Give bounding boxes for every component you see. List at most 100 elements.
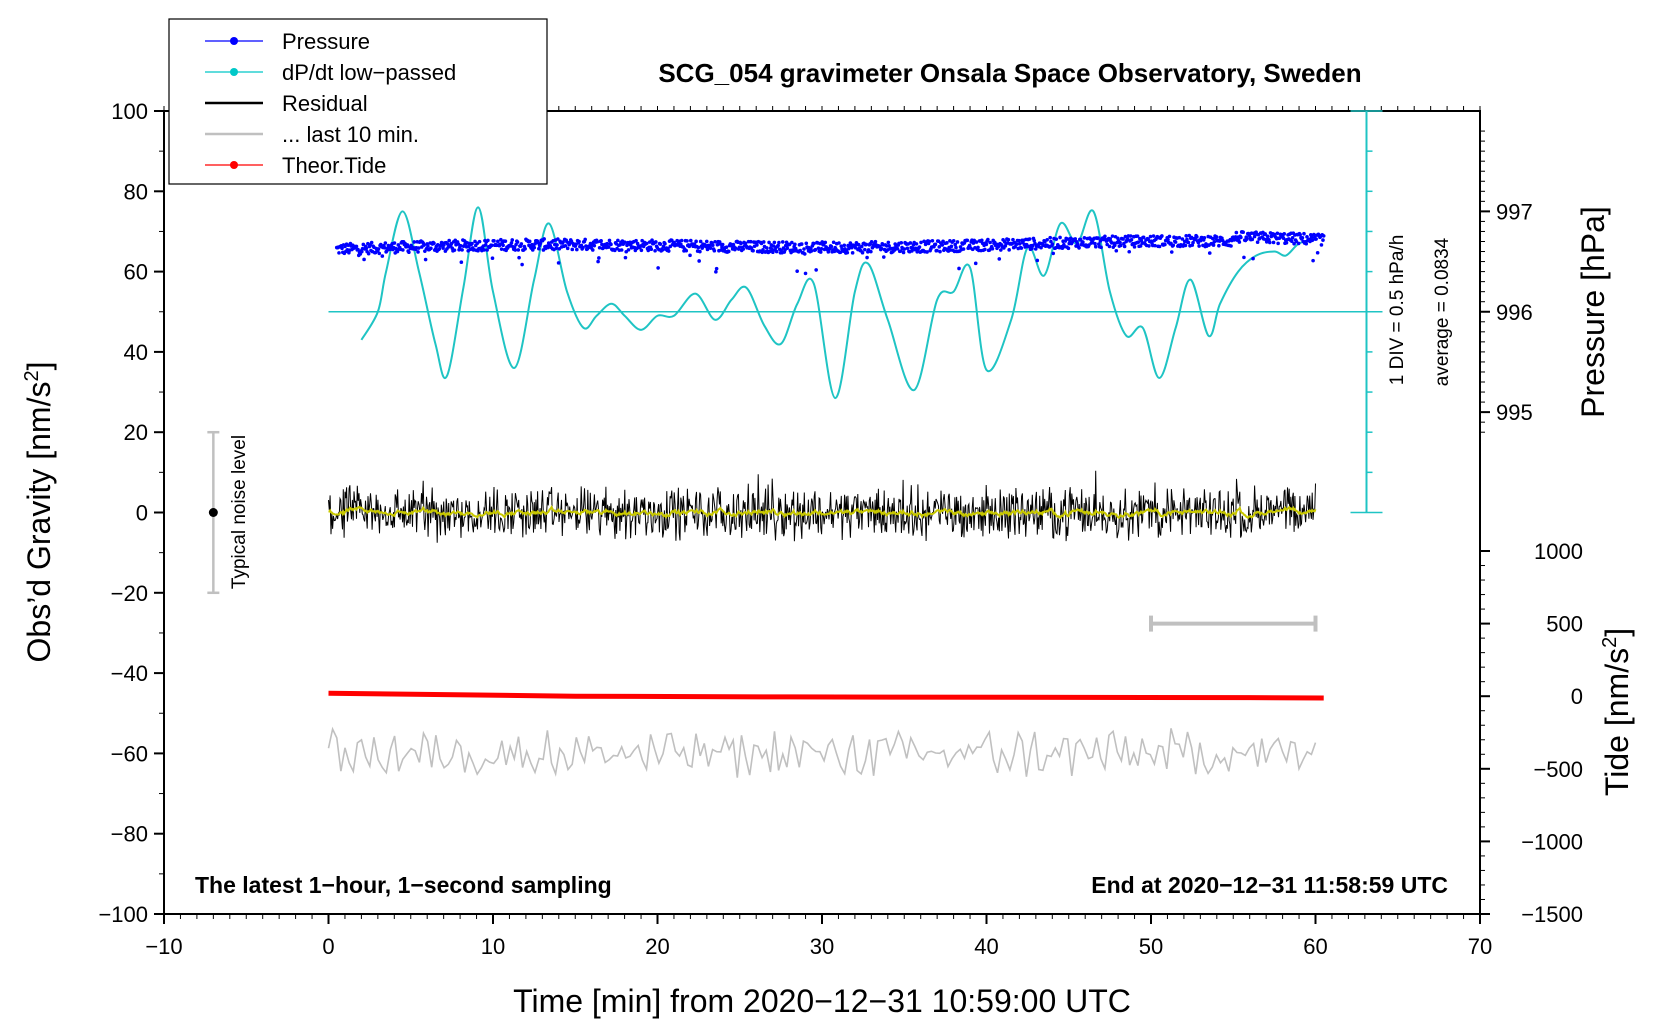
pressure-point [1298, 232, 1302, 237]
pressure-point [1171, 243, 1176, 248]
pressure-point [1267, 240, 1272, 245]
series-dpdt [360, 206, 1316, 400]
pressure-point [1054, 237, 1059, 241]
series-pressure [334, 230, 1326, 276]
pressure-point [496, 239, 500, 244]
pressure-point [1263, 232, 1268, 236]
pressure-point [628, 243, 633, 247]
pressure-point [426, 244, 430, 248]
pressure-point [1163, 242, 1167, 247]
pressure-point [1136, 240, 1141, 244]
pressure-point [1082, 236, 1087, 240]
y-label-sup: 2 [21, 370, 43, 381]
x-axis-label: Time [min] from 2020−12−31 10:59:00 UTC [513, 983, 1131, 1019]
pressure-point [1282, 232, 1287, 236]
pressure-point [925, 250, 929, 254]
pressure-point [755, 243, 759, 247]
pressure-point [441, 246, 445, 250]
pressure-point [459, 260, 464, 264]
pressure-point [881, 255, 886, 259]
pressure-point [688, 253, 692, 258]
pressure-point [697, 259, 701, 263]
pressure-point [1309, 235, 1314, 239]
pressure-point [1045, 238, 1049, 242]
pressure-point [649, 247, 654, 252]
pressure-point [458, 243, 463, 248]
pressure-point [1160, 234, 1164, 238]
pressure-point [661, 244, 666, 249]
pressure-point [1014, 242, 1019, 246]
y-tick-label: −20 [111, 581, 148, 606]
pressure-point [516, 248, 521, 252]
pressure-point [445, 242, 450, 246]
pressure-point [616, 238, 620, 243]
pressure-point [1093, 241, 1097, 246]
pressure-point [1217, 243, 1221, 248]
legend-items: Pressure dP/dt low−passed Residual ... last… [205, 29, 456, 178]
pressure-point [513, 248, 518, 252]
pressure-point [490, 256, 495, 260]
pressure-point [1180, 237, 1185, 241]
dpdt-scale-bar [328, 110, 1383, 514]
pressure-point [340, 246, 344, 250]
pressure-point [780, 240, 785, 244]
pressure-point [898, 249, 903, 253]
pressure-point [519, 242, 524, 246]
y-tick-label: −100 [98, 902, 148, 927]
x-tick-label: 20 [645, 934, 669, 959]
tide-label-sup: 2 [1599, 637, 1621, 648]
pressure-point [957, 266, 961, 271]
pressure-point [1197, 244, 1201, 248]
pressure-point [1081, 240, 1085, 244]
pressure-point [364, 246, 369, 251]
pressure-point [606, 245, 611, 249]
pressure-point [873, 239, 878, 244]
pressure-point [596, 259, 600, 264]
y-tick-label: 100 [111, 99, 148, 124]
pressure-point [802, 252, 807, 256]
pressure-point [1237, 240, 1242, 244]
pressure-point [741, 247, 746, 251]
tide-label-main: Tide [nm/s [1599, 648, 1635, 796]
pressure-point [829, 244, 834, 249]
pressure-point [908, 241, 913, 245]
noise-bar-center-dot [208, 508, 218, 517]
pressure-point [1013, 244, 1018, 249]
pressure-point [653, 248, 657, 253]
pressure-point [396, 243, 401, 247]
pressure-point [1112, 243, 1117, 248]
pressure-point [501, 243, 505, 248]
pressure-point [856, 242, 861, 247]
pressure-point [1051, 251, 1056, 256]
pressure-point [795, 269, 799, 273]
pressure-point [380, 254, 385, 258]
pressure-point [770, 247, 774, 252]
pressure-point [961, 247, 966, 251]
pressure-point [951, 238, 956, 243]
pressure-point [1065, 237, 1070, 241]
pressure-point [1032, 238, 1037, 243]
pressure-point [1017, 238, 1021, 243]
legend-label: dP/dt low−passed [282, 60, 456, 85]
pressure-point [1304, 241, 1309, 246]
pressure-tick-label: 995 [1496, 400, 1533, 425]
pressure-point [366, 251, 371, 256]
y-axis-label-tide: Tide [nm/s2] [1599, 628, 1635, 796]
chart-title: SCG_054 gravimeter Onsala Space Observat… [658, 58, 1361, 88]
pressure-point [704, 239, 709, 244]
pressure-point [776, 243, 780, 248]
pressure-point [597, 245, 602, 250]
pressure-point [938, 249, 942, 254]
pressure-point [1271, 240, 1276, 245]
legend-box [168, 18, 548, 185]
pressure-point [813, 247, 818, 252]
y-tick-label: 20 [124, 420, 148, 445]
pressure-point [1153, 243, 1157, 248]
pressure-point [973, 261, 978, 266]
pressure-point [1019, 246, 1024, 250]
pressure-point [407, 250, 411, 255]
pressure-point [486, 238, 490, 243]
pressure-point [1251, 256, 1255, 261]
pressure-point [1211, 243, 1216, 247]
pressure-point [905, 246, 910, 251]
